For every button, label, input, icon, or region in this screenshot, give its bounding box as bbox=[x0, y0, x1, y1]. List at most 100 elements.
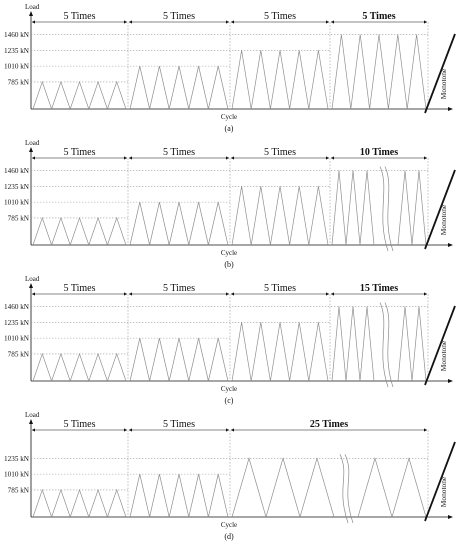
block-span-arrow bbox=[226, 292, 229, 296]
level-label: 1010 kN bbox=[4, 335, 30, 343]
block-span-arrow bbox=[424, 292, 427, 296]
y-axis-label: Load bbox=[25, 275, 40, 283]
block-span-arrow bbox=[124, 292, 127, 296]
load-cycles bbox=[129, 66, 229, 110]
level-label: 1235 kN bbox=[4, 183, 30, 191]
level-label: 1010 kN bbox=[4, 63, 30, 71]
load-cycles bbox=[32, 352, 127, 383]
panel-tag: (b) bbox=[224, 260, 234, 269]
x-axis-arrow bbox=[448, 243, 453, 247]
load-cycles bbox=[129, 474, 229, 518]
x-axis-arrow bbox=[448, 379, 453, 383]
block-span-arrow bbox=[32, 292, 35, 296]
block-span-arrow bbox=[231, 428, 234, 432]
monotone-label: Monotone bbox=[439, 68, 448, 99]
block-repeat-label: 5 Times bbox=[264, 147, 296, 158]
load-cycles-after-break bbox=[397, 306, 427, 382]
block-span-arrow bbox=[326, 20, 329, 24]
block-repeat-label: 5 Times bbox=[163, 283, 195, 294]
block-span-arrow bbox=[32, 156, 35, 160]
block-repeat-label: 5 Times bbox=[163, 147, 195, 158]
block-span-arrow bbox=[226, 20, 229, 24]
axis-break-mark bbox=[379, 302, 389, 388]
load-cycles bbox=[32, 80, 127, 111]
panel-b: Load 785 kN 1010 kN 1235 kN 1460 kN 5 Times 5 … bbox=[4, 139, 456, 269]
block-repeat-label: 5 Times bbox=[163, 419, 195, 430]
block-repeat-label: 5 Times bbox=[64, 147, 96, 158]
load-cycles bbox=[331, 34, 427, 110]
load-cycles bbox=[231, 50, 329, 110]
level-label: 785 kN bbox=[8, 486, 30, 494]
load-cycles bbox=[331, 306, 375, 382]
block-span-arrow bbox=[124, 20, 127, 24]
block-span-arrow bbox=[129, 20, 132, 24]
axis-break-mark bbox=[379, 166, 389, 252]
monotone-label: Monotone bbox=[439, 204, 448, 235]
monotone-label: Monotone bbox=[439, 340, 448, 371]
panel-tag: (c) bbox=[225, 396, 234, 405]
level-label: 1010 kN bbox=[4, 199, 30, 207]
level-label: 1460 kN bbox=[4, 167, 30, 175]
block-span-arrow bbox=[231, 292, 234, 296]
load-cycles-after-break bbox=[357, 457, 427, 519]
load-cycles bbox=[331, 170, 375, 246]
monotone-loading-line bbox=[424, 169, 456, 250]
block-repeat-label: 5 Times bbox=[264, 11, 296, 22]
y-axis-label: Load bbox=[25, 3, 40, 11]
block-repeat-label: 5 Times bbox=[64, 11, 96, 22]
load-cycles bbox=[129, 338, 229, 382]
axis-break-mark bbox=[384, 166, 394, 252]
monotone-loading-line bbox=[424, 305, 456, 386]
block-span-arrow bbox=[32, 20, 35, 24]
block-span-arrow bbox=[424, 156, 427, 160]
x-axis-label: Cycle bbox=[221, 249, 237, 257]
block-span-arrow bbox=[331, 20, 334, 24]
block-repeat-label: 25 Times bbox=[310, 419, 348, 430]
block-span-arrow bbox=[32, 428, 35, 432]
block-repeat-label: 5 Times bbox=[64, 283, 96, 294]
x-axis-label: Cycle bbox=[221, 385, 237, 393]
block-span-arrow bbox=[424, 428, 427, 432]
y-axis-label: Load bbox=[25, 411, 40, 419]
level-label: 1235 kN bbox=[4, 319, 30, 327]
panel-a: Load 785 kN 1010 kN 1235 kN 1460 kN 5 Times 5 … bbox=[4, 3, 456, 133]
y-axis-arrow bbox=[29, 419, 33, 424]
panel-tag: (d) bbox=[224, 532, 234, 541]
block-span-arrow bbox=[129, 292, 132, 296]
level-label: 1460 kN bbox=[4, 303, 30, 311]
level-label: 1235 kN bbox=[4, 47, 30, 55]
load-cycles-after-break bbox=[397, 170, 427, 246]
block-repeat-label: 10 Times bbox=[360, 147, 398, 158]
level-label: 1460 kN bbox=[4, 31, 30, 39]
block-span-arrow bbox=[326, 156, 329, 160]
load-cycles bbox=[32, 488, 127, 519]
block-span-arrow bbox=[331, 292, 334, 296]
block-span-arrow bbox=[424, 20, 427, 24]
block-span-arrow bbox=[124, 428, 127, 432]
panel-tag: (a) bbox=[225, 124, 234, 133]
level-label: 785 kN bbox=[8, 214, 30, 222]
y-axis-arrow bbox=[29, 283, 33, 288]
x-axis-label: Cycle bbox=[221, 521, 237, 529]
panel-d: Load 785 kN 1010 kN 1235 kN 5 Times 5 Times 25… bbox=[4, 411, 456, 541]
level-label: 1235 kN bbox=[4, 455, 30, 463]
block-span-arrow bbox=[231, 156, 234, 160]
load-cycles bbox=[32, 216, 127, 247]
block-span-arrow bbox=[124, 156, 127, 160]
block-repeat-label: 5 Times bbox=[64, 419, 96, 430]
block-repeat-label: 5 Times bbox=[362, 11, 395, 22]
y-axis-arrow bbox=[29, 147, 33, 152]
monotone-label: Monotone bbox=[439, 476, 448, 507]
block-span-arrow bbox=[226, 428, 229, 432]
block-span-arrow bbox=[331, 156, 334, 160]
block-repeat-label: 5 Times bbox=[264, 283, 296, 294]
x-axis-arrow bbox=[448, 515, 453, 519]
block-span-arrow bbox=[326, 292, 329, 296]
y-axis-label: Load bbox=[25, 139, 40, 147]
block-repeat-label: 15 Times bbox=[360, 283, 398, 294]
load-cycles bbox=[231, 322, 329, 382]
load-cycles bbox=[231, 186, 329, 246]
x-axis-arrow bbox=[448, 107, 453, 111]
block-span-arrow bbox=[226, 156, 229, 160]
